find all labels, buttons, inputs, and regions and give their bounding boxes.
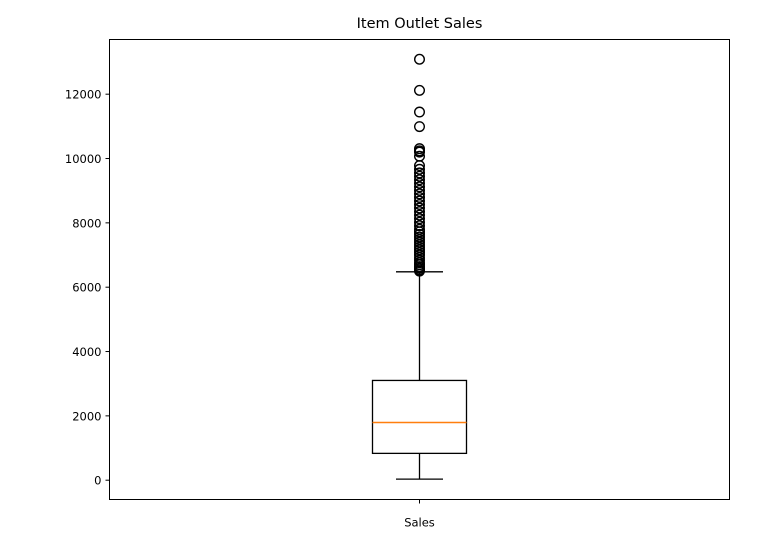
y-tick-label: 10000 bbox=[65, 152, 102, 166]
chart-title: Item Outlet Sales bbox=[357, 16, 483, 32]
outlier-point bbox=[414, 199, 426, 211]
outlier-point bbox=[414, 146, 426, 158]
x-tick-label: Sales bbox=[404, 516, 435, 530]
y-tick-label: 2000 bbox=[72, 409, 101, 423]
outlier-point bbox=[414, 220, 426, 232]
outlier-point bbox=[414, 202, 426, 214]
outlier-point bbox=[414, 188, 426, 200]
plot-area bbox=[371, 53, 468, 480]
outlier-point bbox=[414, 184, 426, 196]
outlier-point bbox=[414, 106, 426, 118]
y-tick-label: 4000 bbox=[72, 345, 101, 359]
outlier-point bbox=[414, 213, 426, 225]
outlier-point bbox=[414, 53, 426, 65]
y-tick-label: 12000 bbox=[65, 88, 102, 102]
outlier-point bbox=[414, 121, 426, 133]
outlier-point bbox=[414, 174, 426, 186]
outlier-point bbox=[414, 206, 426, 218]
y-tick-label: 6000 bbox=[72, 281, 101, 295]
outlier-point bbox=[414, 177, 426, 189]
outlier-point bbox=[414, 265, 426, 277]
x-axis: Sales bbox=[404, 499, 435, 530]
outlier-point bbox=[414, 160, 426, 172]
y-axis: 0 2000 4000 6000 8000 10000 12000 bbox=[65, 88, 110, 488]
outlier-point bbox=[414, 209, 426, 221]
plot-frame bbox=[109, 39, 730, 500]
outlier-point bbox=[414, 170, 426, 182]
outlier-point bbox=[414, 191, 426, 203]
y-tick-label: 0 bbox=[94, 474, 101, 488]
outlier-point bbox=[414, 84, 426, 96]
outlier-point bbox=[414, 195, 426, 207]
iqr-box bbox=[371, 379, 468, 455]
y-tick-label: 8000 bbox=[72, 216, 101, 230]
outlier-point bbox=[414, 163, 426, 175]
outlier-point bbox=[414, 181, 426, 193]
outlier-point bbox=[414, 167, 426, 179]
